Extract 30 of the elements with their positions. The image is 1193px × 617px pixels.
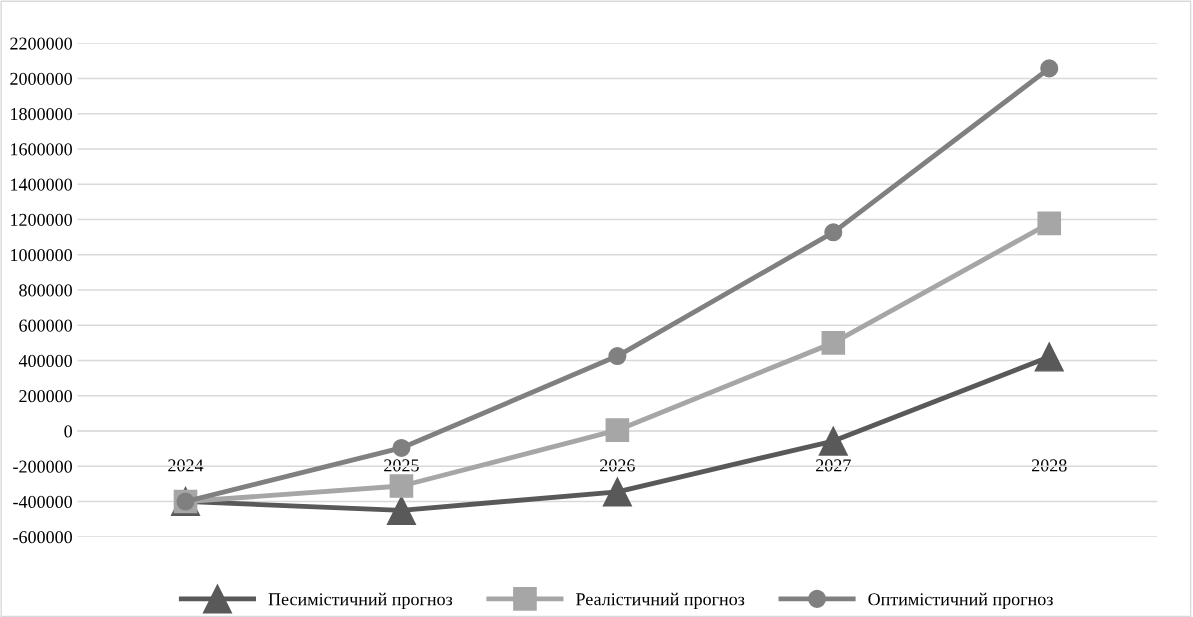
point bbox=[386, 495, 417, 525]
y-tick-label: 1800000 bbox=[11, 107, 72, 121]
legend-label: Оптимістичний прогноз bbox=[868, 592, 1053, 610]
point bbox=[821, 331, 846, 355]
point bbox=[389, 474, 414, 498]
legend-label: Песимістичний прогноз bbox=[268, 592, 453, 610]
point bbox=[605, 418, 630, 442]
y-tick-label: 2000000 bbox=[10, 72, 72, 85]
y-tick-label: 200000 bbox=[19, 390, 72, 403]
point bbox=[824, 223, 843, 242]
point bbox=[1040, 59, 1059, 78]
y-tick-label: 800000 bbox=[19, 284, 72, 297]
y-tick-label: -600000 bbox=[13, 531, 72, 544]
y-tick-label: 2200000 bbox=[10, 37, 72, 50]
y-tick-label: -400000 bbox=[13, 495, 72, 508]
y-tick-label: 1000000 bbox=[11, 248, 72, 262]
y-tick-label: 400000 bbox=[18, 354, 72, 367]
point bbox=[602, 477, 632, 507]
y-tick-label: 1600000 bbox=[11, 143, 72, 156]
y-tick-label: 0 bbox=[64, 425, 72, 438]
y-tick-label: 1400000 bbox=[11, 178, 72, 191]
point bbox=[608, 347, 627, 366]
y-tick-label: 600000 bbox=[19, 319, 72, 332]
y-tick-label: 1200000 bbox=[11, 213, 72, 226]
point bbox=[392, 438, 411, 457]
y-tick-label: -200000 bbox=[13, 460, 72, 473]
point bbox=[818, 426, 848, 456]
legend-label: Реалістичний прогноз bbox=[576, 592, 745, 610]
point bbox=[1034, 342, 1064, 372]
point bbox=[1037, 211, 1062, 236]
